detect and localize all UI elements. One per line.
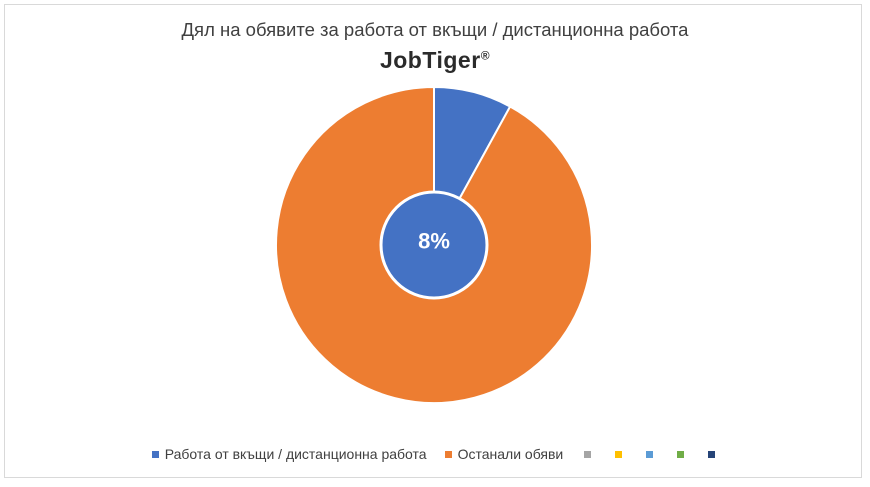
legend-extra-swatch-1 — [615, 450, 623, 458]
legend-label: Останали обяви — [457, 446, 564, 462]
legend-extra-swatches — [572, 450, 727, 458]
legend-extra-swatch-2 — [646, 450, 654, 458]
legend-item-other: Останали обяви — [444, 446, 564, 462]
legend-swatch — [444, 450, 452, 458]
center-label: 8% — [418, 229, 450, 254]
legend-extra-swatch-3 — [677, 450, 685, 458]
legend-swatch — [151, 450, 159, 458]
legend-extra-swatch-4 — [708, 450, 716, 458]
center-badge — [379, 190, 489, 300]
chart-legend: Работа от вкъщи / дистанционна работа Ос… — [0, 446, 870, 462]
registered-mark: ® — [480, 48, 491, 63]
brand-logo: JobTiger® — [0, 47, 870, 74]
chart-title: Дял на обявите за работа от вкъщи / дист… — [181, 19, 689, 40]
legend-label: Работа от вкъщи / дистанционна работа — [164, 446, 427, 462]
legend-item-remote: Работа от вкъщи / дистанционна работа — [151, 446, 427, 462]
brand-name: JobTiger — [379, 47, 481, 73]
legend-extra-swatch-0 — [584, 450, 592, 458]
